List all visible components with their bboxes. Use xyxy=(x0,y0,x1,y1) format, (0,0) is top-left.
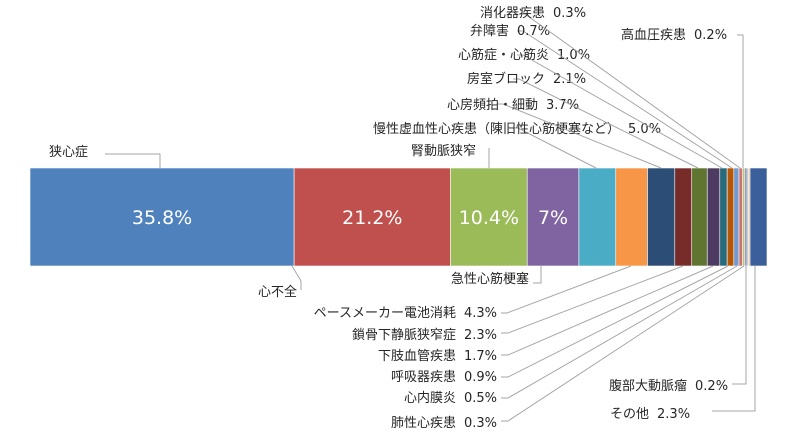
inside-value-label-1: 21.2% xyxy=(342,207,402,229)
leader-line-11 xyxy=(501,265,729,378)
callout-label-9: 下肢血管疾患 1.7% xyxy=(378,348,497,364)
leader-line-16 xyxy=(737,34,744,168)
leader-line-8 xyxy=(513,78,699,169)
callout-label-4: 慢性虚血性心疾患（陳旧性心筋梗塞など） 5.0% xyxy=(373,121,661,137)
bar-segment-14 xyxy=(742,167,746,267)
callout-label-0: 狭心症 xyxy=(49,145,88,160)
callout-label-7: 鎖骨下静脈狭窄症 2.3% xyxy=(352,327,497,343)
bar-segment-9 xyxy=(706,167,721,267)
leader-line-6 xyxy=(497,103,662,169)
leader-line-0 xyxy=(105,153,161,168)
bar-segment-4 xyxy=(578,167,617,267)
leader-line-15 xyxy=(501,265,745,422)
leader-line-7 xyxy=(501,265,684,334)
callout-label-14: 消化器疾患 0.3% xyxy=(480,6,586,21)
bar-segment-1 xyxy=(293,167,451,267)
bar-segment-8 xyxy=(691,167,708,267)
callout-label-15: 肺性心疾患 0.3% xyxy=(391,416,497,431)
callout-label-6: 心房頻拍・細動 3.7% xyxy=(447,97,579,113)
callout-label-16: 高血圧疾患 0.2% xyxy=(621,27,727,43)
leader-line-9 xyxy=(501,265,714,356)
inside-value-label-3: 7% xyxy=(538,207,568,229)
bar-segment-7 xyxy=(674,167,693,267)
leader-line-14 xyxy=(519,13,741,169)
callout-label-17: 腹部大動脈瘤 0.2% xyxy=(609,378,728,394)
callout-label-1: 心不全 xyxy=(258,284,297,300)
callout-label-12: 弁障害 0.7% xyxy=(470,23,550,39)
leader-line-18 xyxy=(712,266,756,412)
inside-value-label-0: 35.8% xyxy=(132,207,192,229)
bar-segment-10 xyxy=(719,167,728,267)
bar-segment-3 xyxy=(526,167,580,267)
inside-value-label-2: 10.4% xyxy=(459,207,519,229)
callout-label-3: 急性心筋梗塞 xyxy=(451,271,529,287)
leader-line-13 xyxy=(501,265,738,399)
leader-line-10 xyxy=(517,54,723,169)
leader-line-5 xyxy=(501,265,632,314)
leader-line-17 xyxy=(732,266,747,385)
bar-segment-5 xyxy=(615,167,648,267)
bar-segment-0 xyxy=(29,167,295,267)
callout-label-11: 呼吸器疾患 0.9% xyxy=(391,370,497,385)
bar-segment-15 xyxy=(744,167,748,267)
callout-label-13: 心内膜炎 0.5% xyxy=(404,390,497,406)
callout-label-10: 心筋症・心筋炎 1.0% xyxy=(458,47,590,63)
callout-label-18: その他 2.3% xyxy=(610,407,690,422)
leader-line-1 xyxy=(291,265,302,290)
bar-segment-18 xyxy=(749,167,768,267)
bar-segment-12 xyxy=(733,167,740,267)
leader-line-3 xyxy=(533,266,542,284)
bar-segment-13 xyxy=(738,167,743,267)
callout-label-5: ペースメーカー電池消耗 4.3% xyxy=(314,306,497,321)
leader-line-4 xyxy=(511,127,597,169)
bar-segment-11 xyxy=(726,167,735,267)
bar-segment-6 xyxy=(647,167,676,267)
callout-label-8: 房室ブロック 2.1% xyxy=(467,71,586,87)
callout-label-2: 腎動脈狭窄 xyxy=(411,143,476,159)
leader-line-12 xyxy=(517,30,733,169)
